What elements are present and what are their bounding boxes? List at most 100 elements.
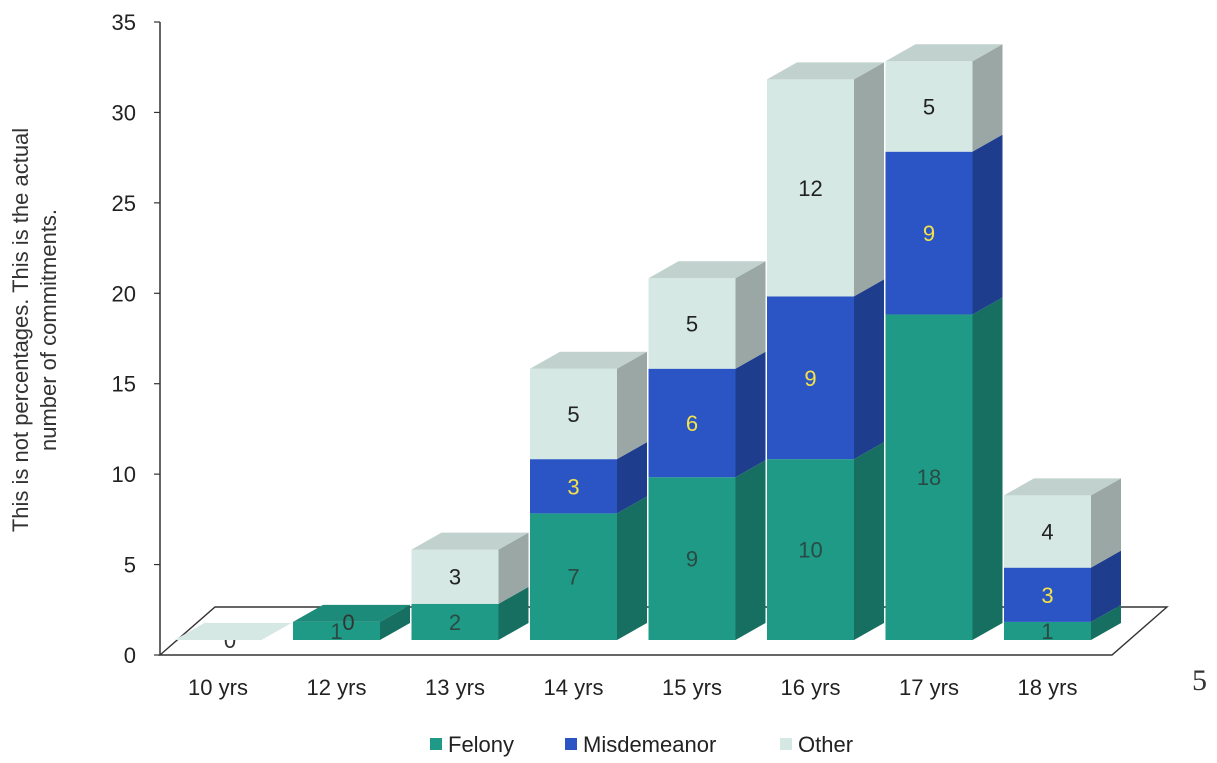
data-label: 5 xyxy=(567,402,579,427)
bar-segment-misdemeanor xyxy=(648,368,736,478)
bar-segment-felony xyxy=(1004,621,1091,640)
bar-segment-other xyxy=(1004,495,1091,568)
legend-swatch-felony xyxy=(430,738,442,750)
x-tick-label: 12 yrs xyxy=(307,675,367,700)
legend-label-misdemeanor: Misdemeanor xyxy=(583,732,716,757)
bar-side-misdemeanor xyxy=(972,134,1003,315)
bar-segment-other xyxy=(767,79,854,297)
x-tick-label: 14 yrs xyxy=(544,675,604,700)
bar-top-other xyxy=(530,351,647,369)
y-axis-label-line: number of commitments. xyxy=(36,209,61,451)
data-label: 1 xyxy=(1041,619,1053,644)
data-label: 3 xyxy=(1041,583,1053,608)
bar-top-other xyxy=(648,261,766,279)
data-label: 6 xyxy=(686,411,698,436)
bar-side-other xyxy=(1091,478,1121,568)
bar-stack: 10 9 12 xyxy=(767,62,884,640)
y-tick-label: 25 xyxy=(112,191,136,216)
x-tick-label: 18 yrs xyxy=(1018,675,1078,700)
bar-segment-misdemeanor xyxy=(767,296,854,460)
x-tick-label: 13 yrs xyxy=(425,675,485,700)
data-label: 12 xyxy=(798,176,822,201)
data-label: 1 xyxy=(330,619,342,644)
bar-segment-misdemeanor xyxy=(530,459,617,514)
y-tick-label: 20 xyxy=(112,281,136,306)
legend: Felony Misdemeanor Other xyxy=(430,732,853,757)
x-axis-tick-labels: 10 yrs 12 yrs 13 yrs 14 yrs 15 yrs 16 yrs 17 y… xyxy=(188,675,1077,700)
bar-segment-misdemeanor xyxy=(885,151,973,315)
y-tick-label: 15 xyxy=(112,372,136,397)
legend-label-felony: Felony xyxy=(448,732,514,757)
bar-segment-misdemeanor xyxy=(1004,567,1091,622)
bar-side-felony xyxy=(1091,604,1121,640)
bar-segment-other xyxy=(411,549,499,604)
data-label: 2 xyxy=(449,610,461,635)
data-label: 10 xyxy=(798,538,822,563)
bar-segment-felony xyxy=(767,459,854,640)
bar-side-misdemeanor xyxy=(1091,550,1121,622)
bar-side-felony xyxy=(854,442,884,640)
y-tick-label: 5 xyxy=(124,553,136,578)
bar-top-other xyxy=(885,44,1003,62)
page-number: 5 xyxy=(1192,664,1207,697)
data-label: 9 xyxy=(923,221,935,246)
y-tick-label: 35 xyxy=(112,10,136,35)
x-tick-label: 10 yrs xyxy=(188,675,248,700)
data-label: 18 xyxy=(917,465,941,490)
x-tick-label: 17 yrs xyxy=(899,675,959,700)
bar-side-felony xyxy=(380,604,410,640)
bar-stack: 23 xyxy=(411,532,529,640)
floor-plane xyxy=(158,606,1169,656)
y-axis-label-line: This is not percentages. This is the act… xyxy=(8,128,33,532)
data-label: 4 xyxy=(1041,519,1053,544)
y-tick-label: 30 xyxy=(112,100,136,125)
bar-side-misdemeanor xyxy=(854,279,884,460)
bar-segment-felony xyxy=(293,621,380,640)
bar-top-felony xyxy=(293,604,410,622)
bar-segment-other xyxy=(885,61,973,152)
bar-top-other xyxy=(411,532,529,550)
data-label: 0 xyxy=(342,610,354,635)
bar-side-felony xyxy=(735,460,766,640)
bar-segment-felony xyxy=(530,513,617,640)
data-label: 5 xyxy=(923,94,935,119)
bar-side-other xyxy=(617,351,647,460)
bar-segment-felony xyxy=(411,603,499,640)
x-tick-label: 15 yrs xyxy=(662,675,722,700)
bar-zero-plate xyxy=(174,623,292,640)
data-label: 9 xyxy=(804,366,816,391)
legend-swatch-other xyxy=(780,738,792,750)
bar-segment-other xyxy=(530,368,617,460)
data-label: 5 xyxy=(686,312,698,337)
bar-side-other xyxy=(498,532,529,604)
bar-segment-other xyxy=(648,278,736,369)
bar-stack: 9 6 5 xyxy=(648,261,766,640)
x-tick-label: 16 yrs xyxy=(781,675,841,700)
data-label: 7 xyxy=(567,565,579,590)
y-tick-label: 0 xyxy=(124,643,136,668)
y-axis-label: This is not percentages. This is the act… xyxy=(8,128,61,532)
bar-top-other xyxy=(1004,478,1121,496)
bar-segment-felony xyxy=(648,477,736,640)
data-label: 3 xyxy=(567,474,579,499)
bar-side-other xyxy=(854,62,884,297)
bar-side-other xyxy=(735,261,766,369)
legend-swatch-misdemeanor xyxy=(565,738,577,750)
data-label: 9 xyxy=(686,547,698,572)
bar-stack: 1 3 4 xyxy=(1004,478,1121,644)
bar-top-other xyxy=(767,62,884,80)
bar-segment-felony xyxy=(885,314,973,640)
bar-side-felony xyxy=(498,586,529,640)
bar-side-felony xyxy=(617,496,647,640)
bar-side-other xyxy=(972,44,1003,152)
bar-stack: 7 3 5 xyxy=(530,351,647,640)
bar-side-misdemeanor xyxy=(617,442,647,514)
y-tick-label: 10 xyxy=(112,462,136,487)
bar-stack: 0 xyxy=(174,623,292,653)
legend-label-other: Other xyxy=(798,732,853,757)
